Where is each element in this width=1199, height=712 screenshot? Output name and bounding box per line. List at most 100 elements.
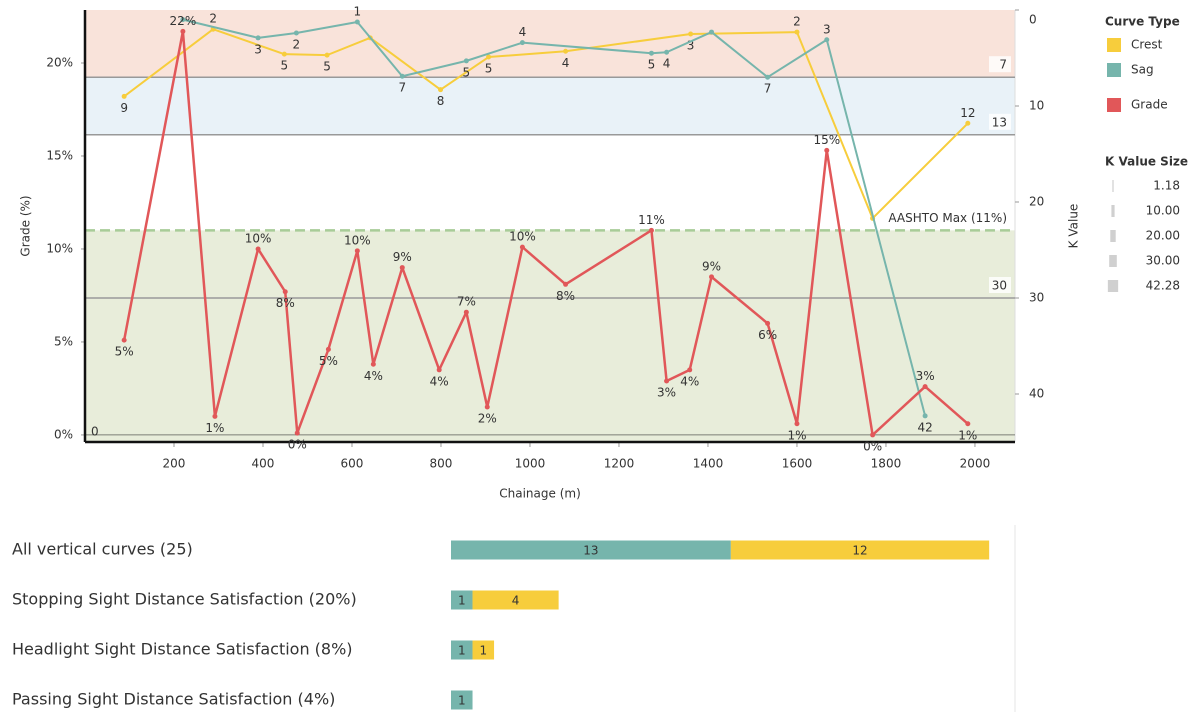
series-point: [648, 50, 654, 56]
series-point: [709, 274, 715, 280]
series-point: [922, 413, 928, 419]
x-tick-label: 1000: [515, 457, 546, 471]
bar-label: 4: [512, 594, 520, 608]
k-label: 5: [648, 58, 656, 72]
series-point: [794, 421, 800, 427]
size-swatch: [1109, 255, 1117, 267]
bar-label: 1: [458, 644, 466, 658]
series-point: [121, 337, 127, 343]
grade-label: 10%: [245, 231, 272, 245]
series-point: [765, 320, 771, 326]
x-tick-label: 400: [252, 457, 275, 471]
x-tick-label: 200: [163, 457, 186, 471]
legend-label: Sag: [1131, 63, 1154, 77]
bar-label: 1: [458, 694, 466, 708]
series-point: [212, 413, 218, 419]
series-point: [965, 421, 971, 427]
bar-label: 1: [458, 594, 466, 608]
k-label: 5: [281, 59, 289, 73]
series-point: [293, 30, 299, 36]
bar-label: 12: [852, 544, 867, 558]
grade-label: 3%: [657, 386, 676, 400]
series-point: [438, 87, 444, 93]
band: [85, 230, 1015, 442]
k-label: 5: [323, 60, 331, 74]
k-label: 9: [120, 101, 128, 115]
grade-label: 8%: [276, 296, 295, 310]
grade-reference-label: 0: [91, 424, 99, 438]
bar-segment: [472, 590, 559, 610]
bar-segment: [451, 640, 473, 660]
series-point: [519, 244, 525, 250]
series-point: [563, 48, 569, 54]
x-tick-label: 1400: [693, 457, 724, 471]
size-swatch: [1112, 180, 1114, 192]
series-point: [870, 432, 876, 438]
k-reference-label: 13: [992, 115, 1007, 129]
grade-label: 2%: [478, 412, 497, 426]
series-point: [325, 346, 331, 352]
grade-label: 6%: [758, 328, 777, 342]
y-tick-label: 10%: [46, 241, 73, 255]
k-label: 2: [293, 38, 301, 52]
bar-label: 13: [583, 544, 598, 558]
y2-tick-label: 0: [1029, 13, 1037, 27]
series-point: [664, 378, 670, 384]
series-point: [180, 28, 186, 34]
series-point: [688, 31, 694, 37]
k-label: 1: [354, 5, 362, 19]
grade-label: 4%: [430, 374, 449, 388]
y2-tick-label: 40: [1029, 387, 1044, 401]
x-tick-label: 600: [341, 457, 364, 471]
legend-title: Curve Type: [1105, 15, 1180, 29]
series-point: [255, 35, 261, 41]
series-point: [370, 361, 376, 367]
band: [85, 77, 1015, 135]
grade-label: 4%: [364, 369, 383, 383]
series-point: [709, 29, 715, 35]
y2-tick-label: 20: [1029, 195, 1044, 209]
grade-label: 1%: [205, 421, 224, 435]
series-point: [354, 19, 360, 25]
k-label: 2: [209, 12, 217, 26]
y2-tick-label: 10: [1029, 99, 1044, 113]
row-label: Stopping Sight Distance Satisfaction (20…: [12, 590, 357, 609]
k-label: 7: [764, 82, 772, 96]
series-point: [399, 265, 405, 271]
series-point: [648, 227, 654, 233]
series-point: [281, 51, 287, 57]
series-point: [324, 52, 330, 58]
bar-segment: [451, 540, 731, 560]
y-tick-label: 0%: [54, 427, 73, 441]
bar-label: 1: [479, 644, 487, 658]
series-point: [463, 309, 469, 315]
grade-label: 8%: [556, 289, 575, 303]
x-axis-title: Chainage (m): [499, 487, 581, 501]
grade-label: 0%: [288, 438, 307, 452]
grade-reference-label: AASHTO Max (11%): [888, 211, 1007, 225]
k-label: 8: [437, 94, 445, 108]
k-label: 7: [398, 81, 406, 95]
series-point: [255, 246, 261, 252]
series-point: [824, 37, 830, 43]
y2-tick-label: 30: [1029, 291, 1044, 305]
grade-label: 1%: [787, 428, 806, 442]
legend-swatch: [1107, 98, 1121, 112]
series-point: [687, 367, 693, 373]
bar-segment: [472, 640, 495, 660]
size-label: 30.00: [1146, 254, 1180, 268]
k-label: 12: [960, 106, 975, 120]
y-tick-label: 20%: [46, 56, 73, 70]
series-point: [436, 367, 442, 373]
band: [85, 10, 1015, 78]
grade-label: 7%: [457, 295, 476, 309]
row-label: Headlight Sight Distance Satisfaction (8…: [12, 640, 353, 659]
size-label: 1.18: [1153, 179, 1180, 193]
bar-segment: [730, 540, 990, 560]
grade-label: 9%: [702, 259, 721, 273]
series-point: [794, 29, 800, 35]
x-tick-label: 2000: [960, 457, 991, 471]
size-label: 20.00: [1146, 229, 1180, 243]
k-label: 2: [793, 15, 801, 29]
grade-label: 0%: [863, 439, 882, 453]
